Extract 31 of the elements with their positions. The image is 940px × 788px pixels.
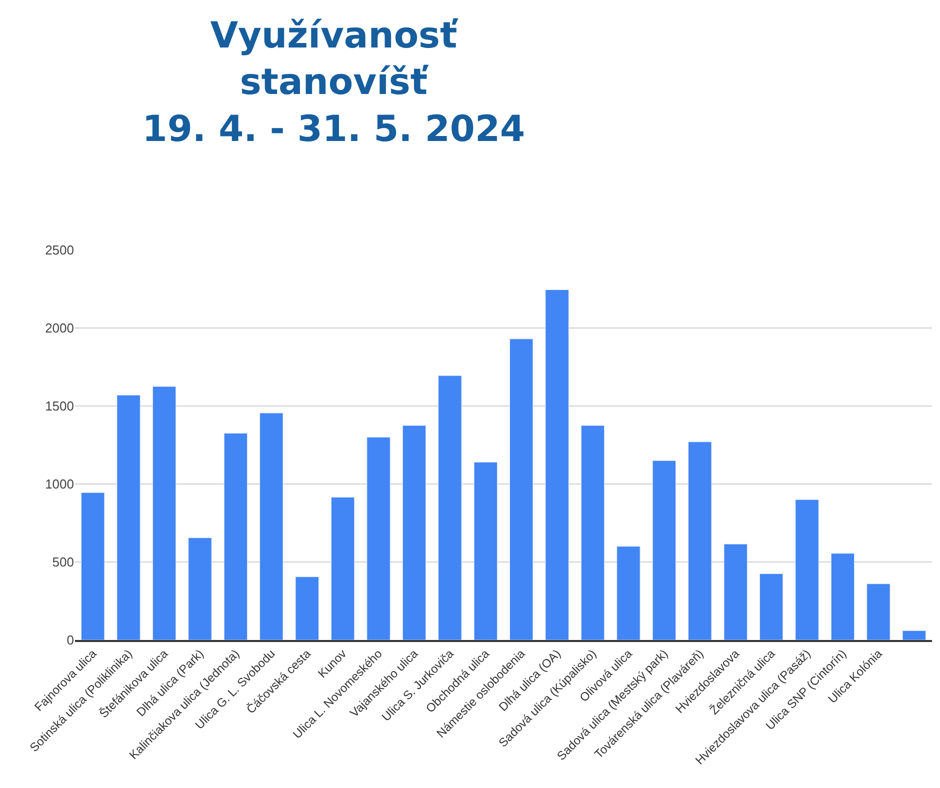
bar [152,386,176,640]
y-tick-label: 1500 [45,398,74,414]
bar [402,425,426,640]
bar [188,538,212,640]
y-tick-label: 500 [52,554,74,570]
bar [474,462,498,640]
bar [724,544,748,640]
bar [616,546,640,640]
bar [759,573,784,640]
bar [902,630,926,640]
bar [224,433,248,640]
bar [652,460,676,640]
bar [580,425,605,640]
chart-title: Využívanosť stanovíšť 19. 4. - 31. 5. 2024 [142,15,526,150]
bar [830,553,855,640]
bar [795,499,819,640]
bar [366,436,390,640]
bar [295,576,319,640]
bar [545,290,569,640]
bar [866,584,890,640]
bar [438,375,462,640]
bar [116,394,140,640]
bar [688,442,712,640]
bar [81,492,105,640]
y-tick-label: 0 [66,632,74,648]
y-tick-label: 2500 [45,242,74,258]
bar [330,497,355,640]
bar [260,412,284,640]
y-tick-label: 1000 [45,476,74,492]
y-tick-label: 2000 [45,320,74,336]
bar [510,338,534,640]
